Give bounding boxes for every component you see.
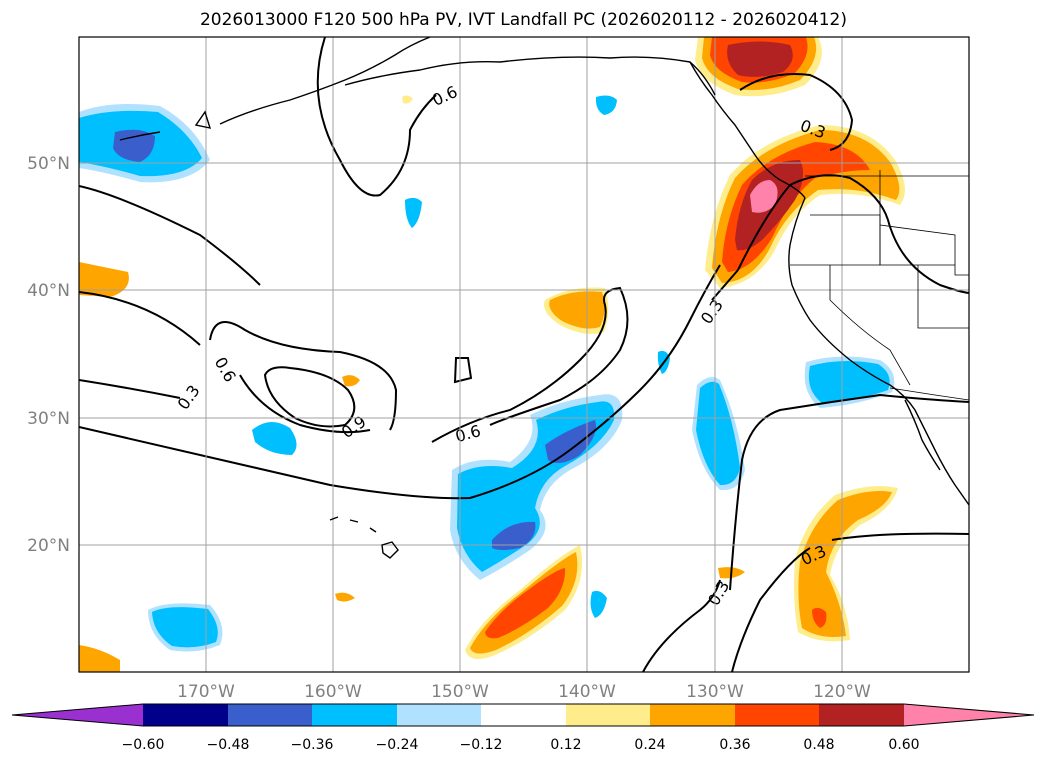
- colorbar-tick-label: −0.48: [207, 737, 250, 753]
- coastline-uswest: [788, 197, 969, 506]
- lon-label: 130°W: [686, 682, 744, 702]
- coastline-baja: [904, 399, 941, 471]
- coastline-bc: [689, 61, 806, 199]
- lat-label: 40°N: [27, 281, 70, 301]
- contour-0-6-north: [316, 37, 437, 197]
- pos-area-se-strong: [812, 607, 827, 628]
- pos-area-mid1-core: [549, 291, 605, 329]
- gridlines: [79, 37, 969, 672]
- contour-0-6-mid: [239, 374, 371, 434]
- coastline-aleutians: [119, 110, 212, 141]
- neg-area-small5: [590, 590, 607, 618]
- contour-0-6-east: [431, 286, 629, 443]
- contour-tiny: [453, 357, 473, 384]
- colorbar-tick-label: −0.24: [376, 737, 419, 753]
- colorbar-segment: [819, 704, 904, 726]
- colorbar-extend-low: [12, 704, 143, 726]
- pos-area-tiny4: [335, 592, 355, 602]
- pos-area-sw: [79, 645, 120, 672]
- colorbar-segment: [143, 704, 228, 726]
- pos-area-tiny1: [342, 375, 360, 387]
- lat-label: 20°N: [27, 536, 70, 556]
- contour-0-3-mid: [79, 264, 721, 500]
- neg-area-baja-core: [808, 360, 890, 403]
- lat-label-group: 50°N 40°N 30°N 20°N: [27, 154, 70, 556]
- contour-0-3-upper: [79, 185, 261, 286]
- border-state-5: [917, 265, 969, 329]
- lon-label: 120°W: [813, 682, 871, 702]
- neg-area-small1: [252, 421, 297, 455]
- neg-area-central-dark2: [492, 521, 536, 550]
- colorbar-outline: [11, 703, 1035, 727]
- plot-content: 0.6 0.3 0.6 0.3 0.9 0.3 0.6 0.3 0.3: [79, 37, 969, 672]
- contour-0-3-se2: [731, 547, 811, 672]
- colorbar-extend-high: [904, 704, 1034, 726]
- colorbar-tick-label: 0.60: [888, 737, 919, 753]
- lon-label: 140°W: [558, 682, 616, 702]
- colorbar-segment: [566, 704, 650, 726]
- coastline-alaska: [219, 37, 431, 125]
- pos-area-w: [79, 262, 129, 297]
- contour-0-3-loop: [711, 269, 739, 301]
- borders: [790, 170, 969, 401]
- colorbar-tick-label: −0.60: [122, 737, 165, 753]
- colorbar-tick-label: 0.24: [634, 737, 665, 753]
- colorbar-segment: [228, 704, 312, 726]
- coastlines: [119, 37, 969, 559]
- border-ca-nv: [829, 265, 911, 386]
- lat-label: 50°N: [27, 154, 70, 174]
- contour-0-9: [263, 366, 356, 428]
- lon-label: 170°W: [177, 682, 235, 702]
- lat-label: 30°N: [27, 409, 70, 429]
- contour-0-6-west: [79, 291, 201, 346]
- border-state-4: [879, 224, 969, 276]
- pos-area-north-dark: [727, 41, 793, 77]
- lon-label: 160°W: [304, 682, 362, 702]
- contour-0-3-north: [739, 73, 854, 151]
- lon-label-group: 170°W 160°W 150°W 140°W 130°W 120°W: [177, 682, 871, 702]
- neg-area-east-core: [696, 381, 740, 486]
- neg-area-central-dark1: [545, 420, 596, 464]
- colorbar-segment: [735, 704, 819, 726]
- colorbar-tick-label: −0.12: [460, 737, 503, 753]
- map-title: 2026013000 F120 500 hPa PV, IVT Landfall…: [199, 10, 847, 30]
- contour-0-6-inner: [209, 321, 398, 431]
- contour-0-3-se3: [831, 532, 969, 541]
- neg-area-small6-core: [152, 607, 218, 648]
- contour-0-3-se: [642, 579, 721, 672]
- colorbar-tick-label: 0.12: [550, 737, 581, 753]
- contour-0-3-west: [79, 379, 181, 399]
- colorbar-segment: [312, 704, 397, 726]
- pos-area-south-strong: [485, 568, 566, 639]
- pos-area-se-core: [798, 491, 892, 637]
- neg-area-nw-dark: [113, 129, 155, 162]
- pos-area-tiny2: [402, 95, 413, 104]
- colorbar-segment: [481, 704, 566, 726]
- contour-0-3-pnw: [737, 174, 969, 294]
- neg-area-small3: [595, 95, 617, 115]
- colorbar: −0.60 −0.48 −0.36 −0.24 −0.12 0.12 0.24 …: [11, 703, 1035, 753]
- coastline-hawaii: [329, 516, 399, 559]
- colorbar-tick-label: 0.48: [803, 737, 834, 753]
- neg-area-small2: [405, 197, 422, 228]
- plot-frame: [78, 36, 970, 673]
- colorbar-segment: [397, 704, 481, 726]
- lon-label: 150°W: [431, 682, 489, 702]
- colorbar-segment: [650, 704, 735, 726]
- border-us-mexico: [889, 387, 969, 401]
- colorbar-tick-group: −0.60 −0.48 −0.36 −0.24 −0.12 0.12 0.24 …: [122, 737, 920, 753]
- positive-shading: [79, 37, 905, 672]
- colorbar-tick-label: 0.36: [719, 737, 750, 753]
- negative-shading: [79, 95, 895, 652]
- pos-area-pnw-max: [750, 180, 778, 213]
- colorbar-tick-label: −0.36: [291, 737, 334, 753]
